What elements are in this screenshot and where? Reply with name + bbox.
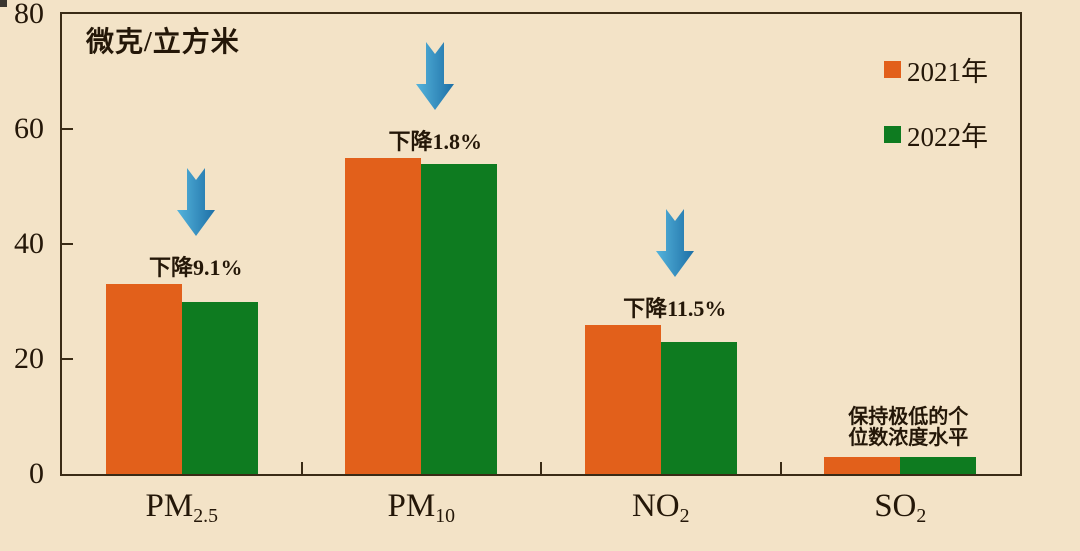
decrease-arrow-icon	[655, 208, 695, 284]
x-axis-label-subscript: 2	[679, 504, 690, 527]
y-axis-tick-label: 60	[14, 112, 44, 145]
legend-swatch-2022	[884, 126, 901, 143]
screen-edge-artifact	[0, 0, 7, 7]
y-axis-tick-label: 20	[14, 342, 44, 375]
x-axis-tick-mark	[300, 462, 303, 474]
bar-PM2.5-2022年	[181, 301, 258, 474]
x-axis-label-subscript: 2.5	[193, 504, 218, 527]
annotation-text-PM2.5: 下降9.1%	[148, 255, 243, 281]
legend-item-2022: 2022年	[884, 115, 988, 154]
legend-swatch-2021	[884, 61, 901, 78]
bar-NO2-2021年	[584, 324, 661, 474]
x-axis-tick-mark	[779, 462, 782, 474]
x-axis-label-PM2.5: PM2.5	[82, 488, 282, 527]
y-axis-tick-mark	[62, 128, 73, 130]
legend-item-2021: 2021年	[884, 50, 988, 89]
x-axis-label-subscript: 2	[916, 504, 927, 527]
x-axis-label-subscript: 10	[435, 504, 455, 527]
plot-area-frame	[60, 12, 1022, 476]
y-axis-tick-label: 40	[14, 227, 44, 260]
x-axis-label-main: PM	[145, 488, 194, 524]
bar-NO2-2022年	[660, 341, 737, 474]
annotation-text-SO2: 保持极低的个 位数浓度水平	[818, 405, 998, 449]
bar-SO2-2021年	[824, 456, 901, 474]
y-axis-tick-mark	[62, 358, 73, 360]
x-axis-label-SO2: SO2	[800, 488, 1000, 527]
x-axis-label-PM10: PM10	[321, 488, 521, 527]
y-axis-unit-label: 微克/立方米	[86, 27, 240, 58]
x-axis-label-NO2: NO2	[561, 488, 761, 527]
bar-PM2.5-2021年	[105, 284, 182, 474]
bar-SO2-2022年	[900, 456, 977, 474]
legend-label-2022: 2022年	[907, 122, 988, 152]
y-axis-tick-mark	[62, 243, 73, 245]
annotation-text-line: 位数浓度水平	[848, 426, 969, 449]
bar-PM10-2021年	[345, 157, 422, 474]
decrease-arrow-icon	[176, 168, 216, 243]
y-axis-tick-label: 0	[29, 457, 44, 490]
legend-label-2021: 2021年	[907, 57, 988, 87]
bar-PM10-2022年	[421, 163, 498, 474]
chart-legend: 2021年 2022年	[884, 50, 988, 180]
annotation-text-PM10: 下降1.8%	[388, 128, 482, 154]
annotation-text-NO2: 下降11.5%	[623, 295, 727, 321]
y-axis-tick-label: 80	[14, 0, 44, 30]
x-axis-label-main: SO	[874, 488, 917, 524]
decrease-arrow-icon	[415, 41, 455, 117]
x-axis-tick-mark	[540, 462, 542, 474]
x-axis-label-main: PM	[387, 488, 436, 524]
annotation-text-line: 保持极低的个	[848, 405, 969, 428]
x-axis-label-main: NO	[631, 488, 680, 524]
